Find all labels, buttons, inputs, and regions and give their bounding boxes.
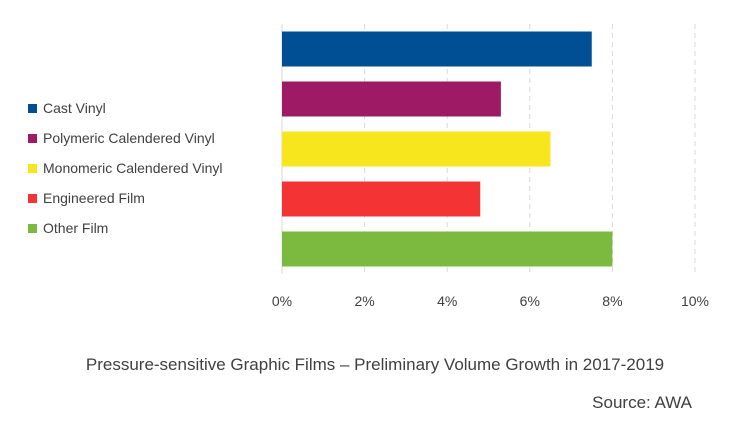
bar-other-film [282, 231, 613, 267]
x-tick-label: 4% [437, 293, 457, 309]
legend-item-polymeric-calendered-vinyl: Polymeric Calendered Vinyl [28, 123, 223, 153]
bar-cast-vinyl [282, 31, 592, 67]
x-tick-label: 2% [354, 293, 374, 309]
legend-label: Cast Vinyl [43, 100, 106, 116]
x-tick-label: 0% [272, 293, 292, 309]
x-tick-label: 10% [681, 293, 709, 309]
legend-item-other-film: Other Film [28, 213, 223, 243]
bar-monomeric-calendered-vinyl [282, 131, 551, 167]
legend-swatch [28, 133, 37, 143]
bar-chart: 0% 2% 4% 6% 8% 10% [272, 24, 709, 309]
legend-swatch [28, 163, 37, 173]
legend-label: Engineered Film [43, 190, 145, 206]
legend: Cast Vinyl Polymeric Calendered Vinyl Mo… [28, 93, 223, 243]
bar-polymeric-calendered-vinyl [282, 81, 501, 117]
legend-label: Polymeric Calendered Vinyl [43, 130, 215, 146]
bar-engineered-film [282, 181, 481, 217]
legend-swatch [28, 103, 37, 113]
legend-swatch [28, 223, 37, 233]
legend-label: Monomeric Calendered Vinyl [43, 160, 223, 176]
x-tick-label: 6% [520, 293, 540, 309]
chart-title: Pressure-sensitive Graphic Films – Preli… [85, 355, 665, 374]
legend-item-monomeric-calendered-vinyl: Monomeric Calendered Vinyl [28, 153, 223, 183]
legend-item-engineered-film: Engineered Film [28, 183, 223, 213]
legend-item-cast-vinyl: Cast Vinyl [28, 93, 223, 123]
legend-swatch [28, 193, 37, 203]
source-note: Source: AWA [592, 393, 692, 412]
x-tick-label: 8% [602, 293, 622, 309]
legend-label: Other Film [43, 220, 109, 236]
